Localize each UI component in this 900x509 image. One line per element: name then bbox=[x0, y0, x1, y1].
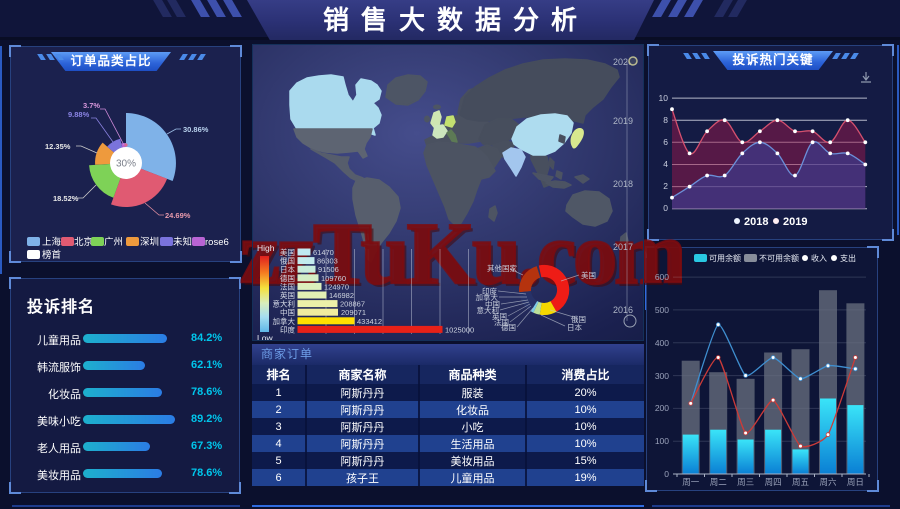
svg-text:榜首: 榜首 bbox=[42, 249, 62, 261]
svg-text:61470: 61470 bbox=[313, 248, 334, 257]
svg-text:500: 500 bbox=[655, 305, 669, 315]
svg-text:意大利: 意大利 bbox=[273, 299, 296, 309]
svg-text:北京: 北京 bbox=[74, 236, 93, 248]
svg-text:8: 8 bbox=[663, 115, 668, 125]
svg-text:2018: 2018 bbox=[744, 216, 768, 228]
svg-text:2019: 2019 bbox=[783, 216, 807, 228]
svg-text:中国: 中国 bbox=[485, 299, 500, 309]
svg-text:周五: 周五 bbox=[792, 477, 810, 487]
svg-text:2020: 2020 bbox=[613, 57, 633, 67]
svg-text:9.88%: 9.88% bbox=[68, 110, 90, 119]
svg-text:日本: 日本 bbox=[280, 264, 295, 274]
svg-text:600: 600 bbox=[655, 272, 669, 282]
svg-text:收入: 收入 bbox=[811, 253, 827, 263]
svg-text:4: 4 bbox=[663, 159, 668, 169]
svg-text:2019: 2019 bbox=[613, 116, 633, 126]
svg-text:周一: 周一 bbox=[682, 477, 700, 487]
svg-text:俄国: 俄国 bbox=[571, 314, 586, 324]
svg-text:美国: 美国 bbox=[581, 270, 596, 280]
svg-text:24.69%: 24.69% bbox=[165, 211, 191, 220]
svg-text:俄国: 俄国 bbox=[280, 256, 295, 266]
svg-text:法国: 法国 bbox=[280, 281, 295, 291]
svg-text:30.86%: 30.86% bbox=[183, 125, 209, 134]
svg-text:可用余额: 可用余额 bbox=[709, 253, 741, 263]
svg-text:中国: 中国 bbox=[280, 307, 295, 317]
svg-text:High: High bbox=[257, 243, 275, 253]
svg-text:2016: 2016 bbox=[613, 305, 633, 315]
svg-text:英国: 英国 bbox=[492, 311, 507, 321]
svg-text:6: 6 bbox=[663, 137, 668, 147]
svg-text:30%: 30% bbox=[116, 159, 136, 170]
svg-text:加拿大: 加拿大 bbox=[273, 316, 296, 326]
svg-text:周日: 周日 bbox=[847, 477, 864, 487]
svg-text:2: 2 bbox=[663, 181, 668, 191]
svg-text:109760: 109760 bbox=[321, 274, 346, 283]
svg-text:深圳: 深圳 bbox=[140, 237, 159, 248]
svg-text:上海: 上海 bbox=[42, 236, 62, 248]
svg-text:12.35%: 12.35% bbox=[45, 142, 71, 151]
svg-text:德国: 德国 bbox=[501, 322, 516, 332]
svg-text:3.7%: 3.7% bbox=[83, 101, 100, 110]
svg-text:146982: 146982 bbox=[329, 291, 354, 300]
svg-text:1025000: 1025000 bbox=[445, 325, 474, 334]
svg-text:加拿大: 加拿大 bbox=[476, 292, 499, 302]
svg-text:英国: 英国 bbox=[280, 290, 295, 300]
svg-text:意大利: 意大利 bbox=[477, 305, 500, 315]
svg-text:18.52%: 18.52% bbox=[53, 194, 79, 203]
svg-text:广州: 广州 bbox=[104, 236, 123, 248]
svg-text:美国: 美国 bbox=[280, 247, 295, 257]
svg-text:德国: 德国 bbox=[280, 273, 295, 283]
svg-text:不可用余额: 不可用余额 bbox=[759, 253, 799, 263]
svg-text:400: 400 bbox=[655, 338, 669, 348]
svg-text:其他国家: 其他国家 bbox=[487, 263, 517, 273]
svg-text:0: 0 bbox=[663, 203, 668, 213]
svg-text:0: 0 bbox=[664, 469, 669, 479]
svg-text:日本: 日本 bbox=[567, 322, 582, 332]
svg-text:209071: 209071 bbox=[341, 308, 366, 317]
svg-text:印度: 印度 bbox=[482, 286, 497, 296]
svg-text:印度: 印度 bbox=[280, 324, 295, 334]
svg-text:2017: 2017 bbox=[613, 242, 633, 252]
svg-text:91506: 91506 bbox=[318, 265, 339, 274]
svg-text:208867: 208867 bbox=[340, 300, 365, 309]
svg-text:124970: 124970 bbox=[324, 282, 349, 291]
svg-text:300: 300 bbox=[655, 371, 669, 381]
svg-text:未知: 未知 bbox=[173, 236, 192, 248]
svg-text:433412: 433412 bbox=[357, 317, 382, 326]
svg-text:200: 200 bbox=[655, 403, 669, 413]
svg-text:周六: 周六 bbox=[819, 477, 837, 487]
svg-text:Low: Low bbox=[257, 333, 273, 341]
svg-text:86303: 86303 bbox=[317, 257, 338, 266]
svg-text:周三: 周三 bbox=[737, 477, 754, 487]
svg-text:2018: 2018 bbox=[613, 179, 633, 189]
svg-text:周二: 周二 bbox=[710, 477, 728, 487]
svg-text:10: 10 bbox=[659, 93, 669, 103]
svg-text:rose6: rose6 bbox=[205, 237, 229, 248]
svg-text:支出: 支出 bbox=[840, 253, 856, 263]
svg-text:周四: 周四 bbox=[765, 477, 782, 487]
svg-text:法国: 法国 bbox=[494, 317, 509, 327]
svg-text:100: 100 bbox=[655, 436, 669, 446]
